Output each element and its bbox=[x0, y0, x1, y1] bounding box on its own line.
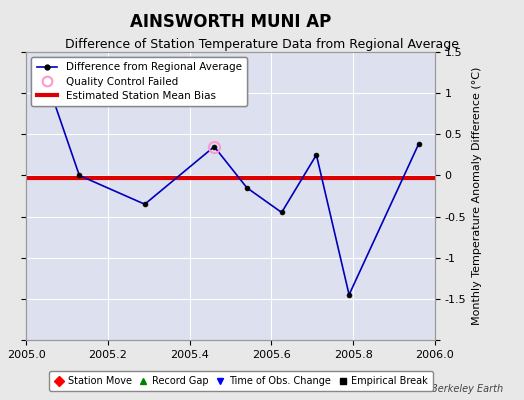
Difference from Regional Average bbox=[244, 185, 250, 190]
Legend: Station Move, Record Gap, Time of Obs. Change, Empirical Break: Station Move, Record Gap, Time of Obs. C… bbox=[49, 372, 433, 391]
Difference from Regional Average bbox=[39, 66, 46, 71]
Text: Difference of Station Temperature Data from Regional Average: Difference of Station Temperature Data f… bbox=[65, 38, 459, 51]
Difference from Regional Average bbox=[416, 142, 422, 146]
Y-axis label: Monthly Temperature Anomaly Difference (°C): Monthly Temperature Anomaly Difference (… bbox=[472, 67, 482, 325]
Difference from Regional Average bbox=[278, 210, 285, 215]
Difference from Regional Average bbox=[346, 292, 352, 297]
Difference from Regional Average bbox=[211, 144, 217, 149]
Legend: Difference from Regional Average, Quality Control Failed, Estimated Station Mean: Difference from Regional Average, Qualit… bbox=[31, 57, 247, 106]
Text: Berkeley Earth: Berkeley Earth bbox=[431, 384, 503, 394]
Difference from Regional Average bbox=[313, 152, 320, 157]
Title: AINSWORTH MUNI AP: AINSWORTH MUNI AP bbox=[130, 13, 331, 31]
Line: Difference from Regional Average: Difference from Regional Average bbox=[40, 66, 421, 297]
Difference from Regional Average bbox=[141, 202, 148, 207]
Difference from Regional Average bbox=[76, 173, 82, 178]
